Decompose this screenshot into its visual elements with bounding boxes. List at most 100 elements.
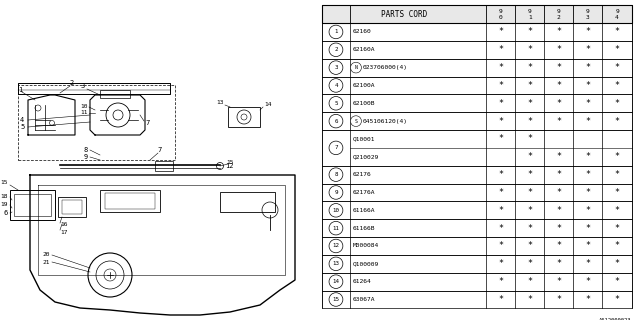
Text: *: * [527,206,532,215]
Text: *: * [498,81,503,90]
Text: *: * [586,259,591,268]
Text: 4: 4 [334,83,338,88]
Text: 7: 7 [145,120,149,126]
Text: *: * [614,188,620,197]
Circle shape [351,116,362,126]
Text: 19: 19 [1,203,8,207]
Text: 12: 12 [332,244,339,249]
Text: *: * [614,259,620,268]
Text: *: * [586,28,591,36]
Text: 1: 1 [334,29,338,35]
Text: 11: 11 [81,110,88,116]
Circle shape [329,204,343,217]
Text: *: * [614,81,620,90]
Text: *: * [498,242,503,251]
Text: *: * [614,99,620,108]
Text: 13: 13 [332,261,339,266]
Text: 1: 1 [18,87,22,93]
Text: *: * [527,134,532,143]
Text: *: * [498,45,503,54]
Text: 16: 16 [60,222,67,228]
Text: 9: 9 [84,154,88,160]
Text: *: * [586,295,591,304]
Circle shape [329,221,343,235]
Text: 61264: 61264 [353,279,372,284]
Text: 13: 13 [216,100,224,106]
Bar [322,23,632,41]
Bar [322,201,632,219]
Text: *: * [586,99,591,108]
Text: 9
0: 9 0 [499,9,502,20]
Circle shape [329,293,343,306]
Text: *: * [556,277,561,286]
Bar [322,94,632,112]
Circle shape [329,43,343,57]
Text: *: * [498,116,503,126]
Text: 9
3: 9 3 [586,9,590,20]
Circle shape [329,97,343,110]
Bar [322,59,632,76]
Bar [322,291,632,308]
Text: *: * [586,242,591,251]
Bar [100,190,160,212]
Text: 11: 11 [332,226,339,231]
Text: *: * [527,170,532,179]
Text: *: * [586,152,591,161]
Bar [58,197,86,217]
Bar [322,219,632,237]
Text: *: * [556,259,561,268]
Text: 6: 6 [4,210,8,216]
Text: 6: 6 [334,119,338,124]
Text: 15: 15 [1,180,8,186]
Circle shape [329,239,343,253]
Circle shape [329,168,343,181]
Bar [322,5,632,23]
Text: *: * [498,259,503,268]
Text: 63067A: 63067A [353,297,376,302]
Text: *: * [527,242,532,251]
Bar [322,41,632,59]
Text: *: * [556,188,561,197]
Bar [228,107,260,127]
Text: *: * [586,45,591,54]
Text: *: * [586,206,591,215]
Text: 61166A: 61166A [353,208,376,213]
Text: *: * [556,295,561,304]
Text: *: * [586,116,591,126]
Text: 62100B: 62100B [353,101,376,106]
Bar [155,161,173,171]
Text: *: * [498,99,503,108]
Text: 9
4: 9 4 [615,9,619,20]
Text: 3: 3 [334,65,338,70]
Text: *: * [586,188,591,197]
Text: *: * [527,116,532,126]
Text: *: * [614,116,620,126]
Text: 21: 21 [42,260,50,265]
Text: *: * [614,206,620,215]
Text: 61166B: 61166B [353,226,376,231]
Text: 9: 9 [334,190,338,195]
Text: *: * [614,277,620,286]
Text: 3: 3 [81,83,85,89]
Bar [322,166,632,184]
Bar [322,130,632,166]
Text: 14: 14 [264,102,271,108]
Text: *: * [556,99,561,108]
Circle shape [329,257,343,271]
Text: *: * [556,152,561,161]
Text: *: * [614,295,620,304]
Text: *: * [527,45,532,54]
Bar [220,192,275,212]
Text: 17: 17 [60,229,67,235]
Text: *: * [556,63,561,72]
Text: *: * [586,81,591,90]
Text: *: * [527,81,532,90]
Text: *: * [498,295,503,304]
Text: 8: 8 [334,172,338,177]
Text: *: * [614,45,620,54]
Bar [322,273,632,291]
Text: 9
1: 9 1 [528,9,532,20]
Text: 2: 2 [334,47,338,52]
Text: *: * [556,224,561,233]
Bar [322,112,632,130]
